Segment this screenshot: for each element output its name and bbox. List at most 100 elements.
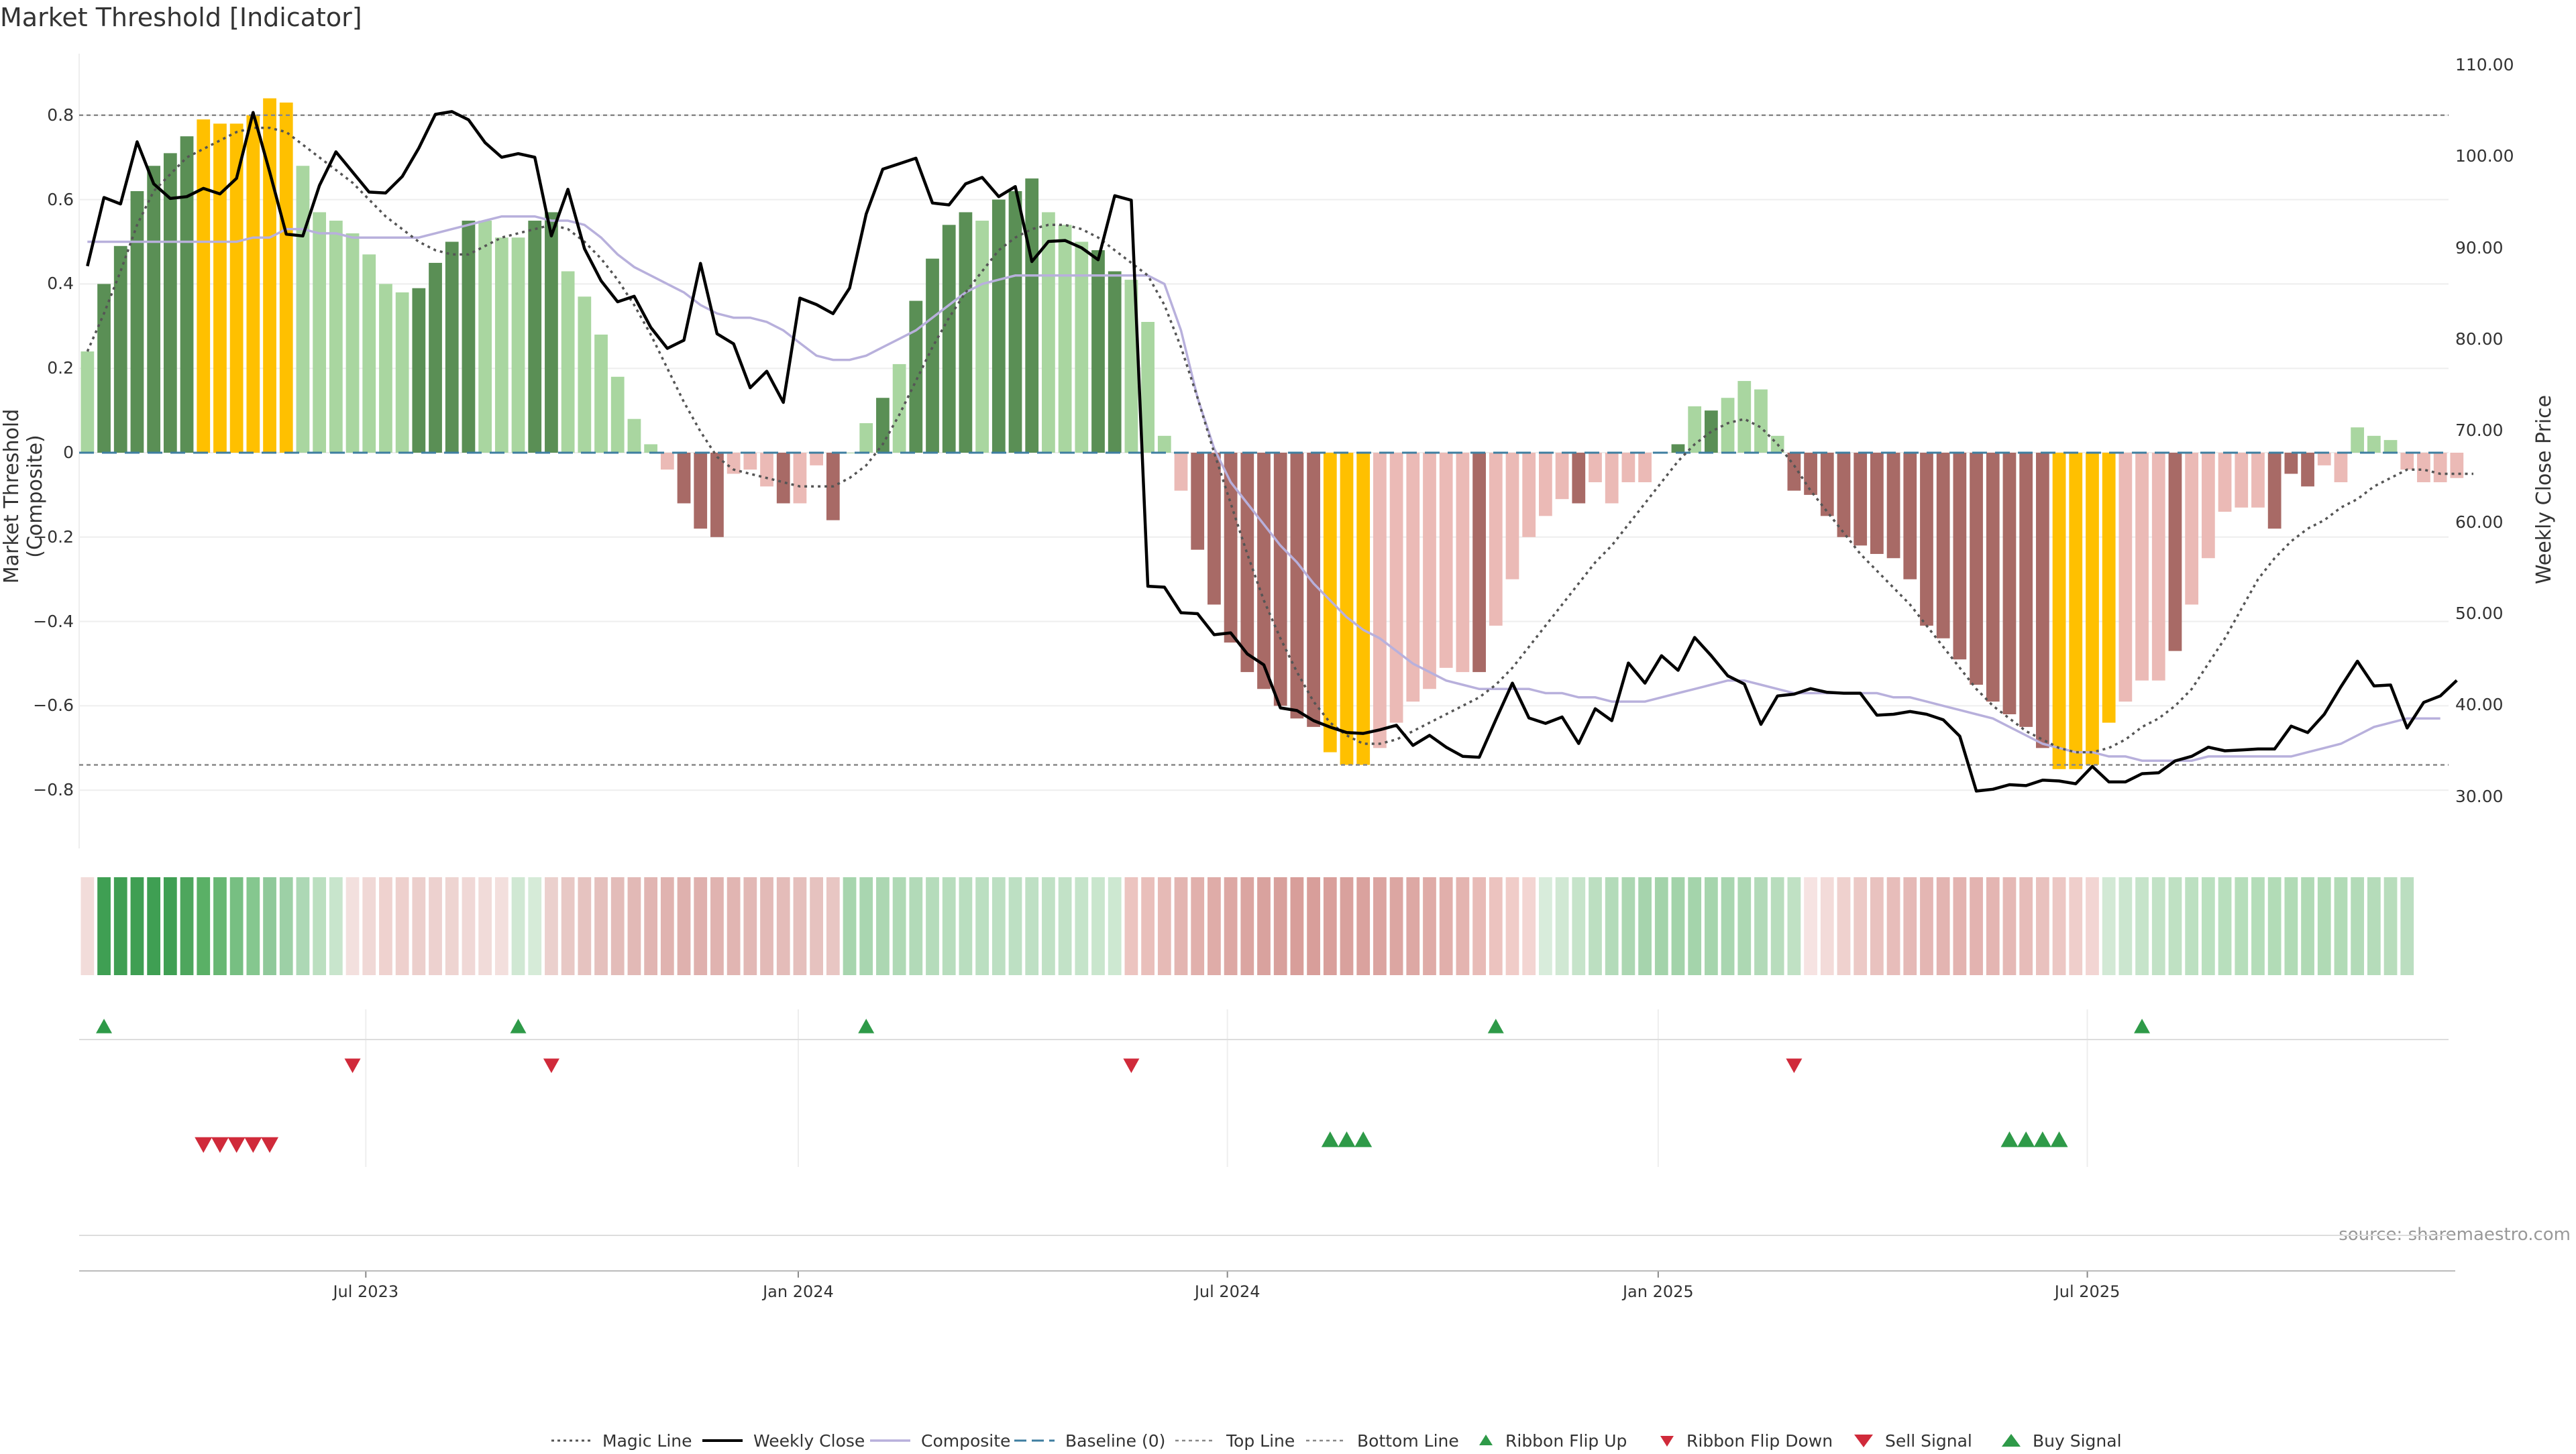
threshold-bar xyxy=(1174,453,1188,491)
ribbon-flip-up-marker xyxy=(1487,1019,1504,1033)
threshold-bar xyxy=(1671,444,1685,453)
ribbon-cell xyxy=(876,877,890,975)
threshold-bar xyxy=(279,102,293,453)
threshold-bar xyxy=(1472,453,1486,673)
legend-item-bottom: Bottom Line xyxy=(1305,1427,1459,1454)
y2-tick-label: 80.00 xyxy=(2455,329,2504,349)
ribbon-cell xyxy=(1042,877,1055,975)
threshold-bar xyxy=(1737,381,1752,453)
ribbon-cell xyxy=(710,877,724,975)
threshold-bar xyxy=(1886,453,1900,559)
ribbon-cell xyxy=(1638,877,1652,975)
threshold-bar xyxy=(942,225,956,453)
threshold-bar xyxy=(1953,453,1967,660)
ribbon-cell xyxy=(1572,877,1586,975)
threshold-bar xyxy=(959,212,973,453)
threshold-bar xyxy=(494,237,508,453)
threshold-bar xyxy=(727,453,741,474)
y-tick-label: −0.2 xyxy=(33,526,74,547)
legend-item-buy: Buy Signal xyxy=(1999,1427,2122,1454)
threshold-bar xyxy=(412,288,426,453)
threshold-bar xyxy=(1605,453,1619,504)
threshold-bar xyxy=(2151,453,2165,681)
ribbon-cell xyxy=(727,877,741,975)
ribbon-cell xyxy=(1257,877,1271,975)
ribbon-cell xyxy=(279,877,293,975)
threshold-bar xyxy=(743,453,757,470)
threshold-bar xyxy=(1091,250,1105,453)
flipdown-legend-icon xyxy=(1660,1436,1674,1447)
threshold-bar xyxy=(2317,453,2331,465)
ribbon-cell xyxy=(1820,877,1834,975)
y-tick-label: 0.4 xyxy=(47,274,74,294)
threshold-bar xyxy=(2218,453,2232,512)
ribbon-cell xyxy=(677,877,691,975)
y2-tick-label: 70.00 xyxy=(2455,421,2504,441)
ribbon-cell xyxy=(1191,877,1205,975)
ribbon-cell xyxy=(229,877,244,975)
ribbon-cell xyxy=(810,877,823,975)
ribbon-cell xyxy=(1737,877,1752,975)
threshold-bar xyxy=(511,237,525,453)
ribbon-flip-down-marker xyxy=(1123,1058,1140,1073)
ribbon-cell xyxy=(1373,877,1387,975)
weekly-close-line xyxy=(86,110,2458,793)
ribbon-cell xyxy=(694,877,708,975)
threshold-bar xyxy=(362,254,376,453)
threshold-bar xyxy=(246,115,260,453)
threshold-bar xyxy=(1589,453,1602,483)
ribbon-cell xyxy=(1804,877,1817,975)
ribbon-cell xyxy=(2383,877,2398,975)
ribbon-cell xyxy=(1754,877,1768,975)
ribbon-cell xyxy=(1240,877,1254,975)
threshold-bar xyxy=(810,453,823,465)
threshold-bar xyxy=(2135,453,2149,681)
threshold-bar xyxy=(113,245,127,453)
sell-legend-icon xyxy=(1854,1435,1873,1447)
threshold-bar xyxy=(1920,453,1933,626)
threshold-bar xyxy=(1008,191,1022,453)
ribbon-cell xyxy=(959,877,973,975)
ribbon-cell xyxy=(180,877,194,975)
threshold-bar xyxy=(1638,453,1652,483)
ribbon-cell xyxy=(1489,877,1503,975)
ribbon-cell xyxy=(1953,877,1967,975)
threshold-bar xyxy=(1688,406,1702,453)
legend-label: Buy Signal xyxy=(2033,1431,2122,1451)
threshold-bar xyxy=(793,453,807,504)
sell-signal-marker xyxy=(227,1137,246,1153)
threshold-bar xyxy=(694,453,708,529)
ribbon-cell xyxy=(494,877,508,975)
threshold-bar xyxy=(2450,453,2464,478)
y-tick-label: 0.2 xyxy=(47,358,74,378)
ribbon-cell xyxy=(610,877,625,975)
ribbon-cell xyxy=(1787,877,1801,975)
ribbon-cell xyxy=(1174,877,1188,975)
ribbon-cell xyxy=(1970,877,1983,975)
threshold-bar xyxy=(594,334,608,453)
threshold-bar xyxy=(1323,453,1337,752)
legend-label: Ribbon Flip Down xyxy=(1686,1431,1833,1451)
threshold-bar xyxy=(163,153,177,453)
ribbon-cell xyxy=(1091,877,1105,975)
threshold-bar xyxy=(2052,453,2066,769)
ribbon-flip-down-marker xyxy=(344,1058,361,1073)
threshold-bar xyxy=(1621,453,1635,483)
ribbon-cell xyxy=(1141,877,1155,975)
ribbon-cell xyxy=(1621,877,1635,975)
ribbon-cell xyxy=(1124,877,1138,975)
ribbon-cell xyxy=(2301,877,2314,975)
ribbon-cell xyxy=(1688,877,1702,975)
ribbon-cell xyxy=(561,877,575,975)
threshold-bar xyxy=(345,233,360,453)
threshold-bar xyxy=(229,123,244,453)
ribbon-cell xyxy=(429,877,442,975)
ribbon-cell xyxy=(1854,877,1868,975)
threshold-bar xyxy=(909,300,923,453)
legend-item-sell: Sell Signal xyxy=(1851,1427,1972,1454)
ribbon-cell xyxy=(1522,877,1536,975)
threshold-bars xyxy=(80,98,2464,769)
ribbon-cell xyxy=(1356,877,1371,975)
threshold-bar xyxy=(1406,453,1420,702)
threshold-bar xyxy=(180,136,194,453)
